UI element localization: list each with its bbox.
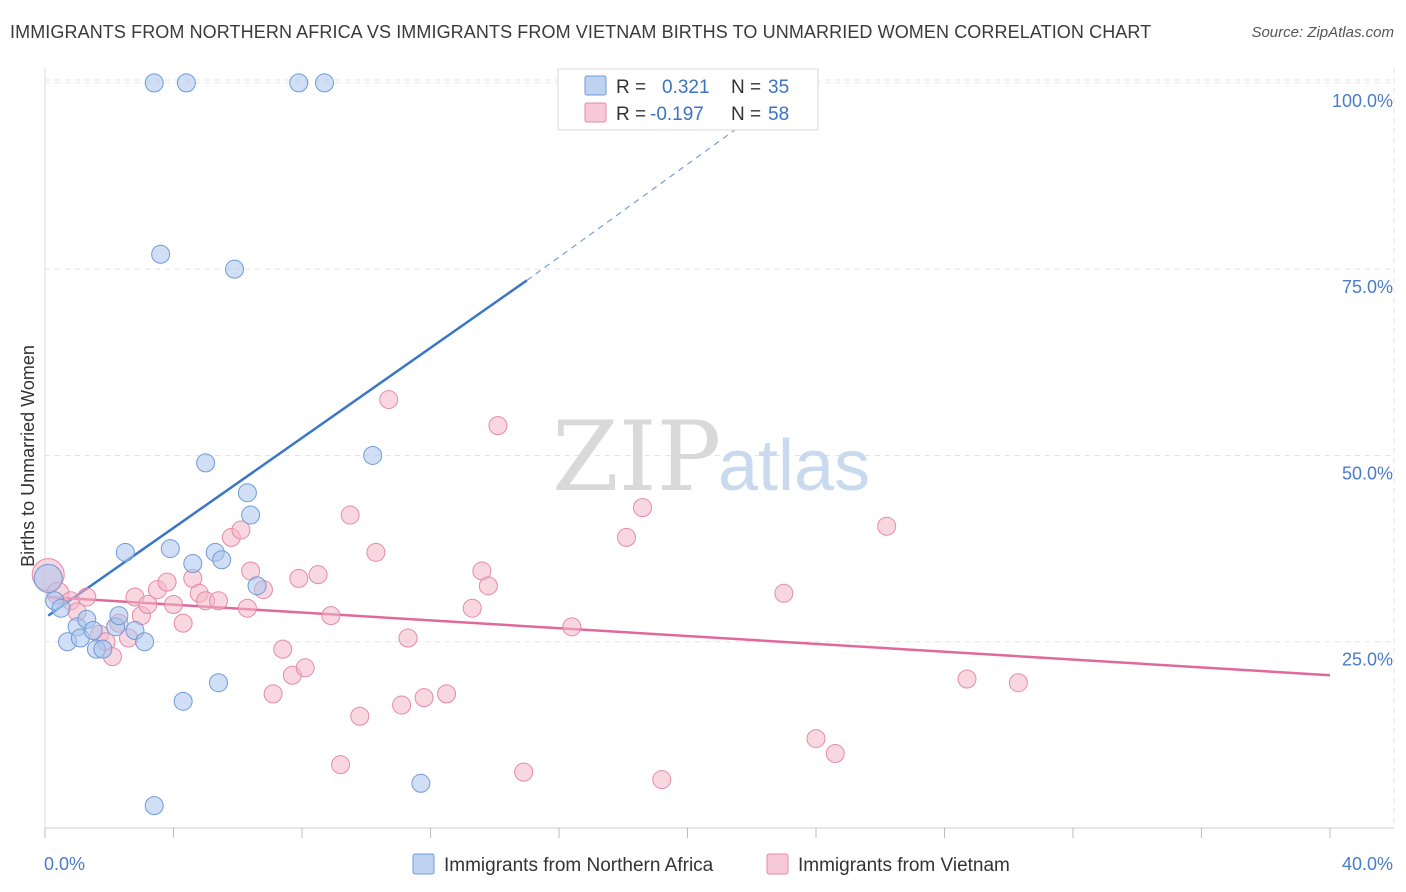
point-vietnam: [633, 498, 653, 518]
trend-line-northern-africa: [47, 279, 528, 617]
y-tick-labels: 25.0% 50.0% 75.0% 100.0%: [1332, 91, 1393, 670]
point-vietnam: [231, 520, 251, 540]
point-vietnam: [157, 572, 177, 592]
stats-n-label: N =: [731, 104, 761, 125]
point-northern-africa: [183, 553, 203, 573]
point-northern-africa: [314, 73, 334, 93]
point-vietnam: [877, 516, 897, 536]
point-vietnam: [806, 729, 826, 749]
point-northern-africa: [289, 73, 309, 93]
point-vietnam: [437, 684, 457, 704]
point-vietnam: [1008, 673, 1028, 693]
point-vietnam: [825, 743, 845, 763]
point-northern-africa: [93, 639, 113, 659]
point-northern-africa: [33, 563, 63, 593]
point-vietnam: [562, 617, 582, 637]
y-axis-title: Births to Unmarried Women: [18, 345, 38, 567]
point-vietnam: [366, 542, 386, 562]
point-vietnam: [398, 628, 418, 648]
stats-n-label: N =: [731, 77, 761, 98]
point-vietnam: [295, 658, 315, 678]
point-vietnam: [957, 669, 977, 689]
stats-legend: R = 0.321 N = 35 R = -0.197 N = 58: [557, 68, 819, 131]
point-vietnam: [340, 505, 360, 525]
point-vietnam: [263, 684, 283, 704]
stats-n-value: 58: [768, 104, 789, 125]
point-vietnam: [478, 576, 498, 596]
point-northern-africa: [144, 796, 164, 816]
point-vietnam: [208, 591, 228, 611]
point-vietnam: [237, 598, 257, 618]
legend-swatch-northern-africa: [412, 853, 435, 875]
point-vietnam: [321, 606, 341, 626]
point-vietnam: [138, 594, 158, 614]
y-tick-label: 50.0%: [1342, 463, 1393, 483]
point-northern-africa: [212, 550, 232, 570]
point-vietnam: [173, 613, 193, 633]
point-northern-africa: [208, 673, 228, 693]
axes: [44, 68, 1394, 838]
series-legend: Immigrants from Northern Africa Immigran…: [412, 853, 1010, 876]
point-vietnam: [77, 587, 97, 607]
stats-swatch-northern-africa: [584, 75, 607, 96]
point-vietnam: [273, 639, 293, 659]
point-northern-africa: [160, 539, 180, 559]
point-northern-africa: [241, 505, 261, 525]
stats-r-value: -0.197: [650, 104, 704, 125]
point-vietnam: [392, 695, 412, 715]
stats-r-value: 0.321: [662, 77, 710, 98]
point-vietnam: [331, 755, 351, 775]
trend-lines: [47, 82, 1331, 677]
stats-r-label: R =: [616, 77, 646, 98]
watermark-zip: ZIP: [552, 401, 721, 513]
point-northern-africa: [51, 598, 71, 618]
point-northern-africa: [247, 576, 267, 596]
point-vietnam: [289, 568, 309, 588]
point-northern-africa: [109, 606, 129, 626]
stats-swatch-vietnam: [584, 102, 607, 123]
chart-title: IMMIGRANTS FROM NORTHERN AFRICA VS IMMIG…: [10, 22, 1152, 42]
x-tick-label-max: 40.0%: [1342, 854, 1393, 874]
x-tick-labels: 0.0% 40.0%: [44, 854, 1393, 874]
point-vietnam: [462, 598, 482, 618]
point-vietnam: [616, 527, 636, 547]
point-northern-africa: [83, 621, 103, 641]
point-northern-africa: [151, 244, 171, 264]
point-vietnam: [774, 583, 794, 603]
point-northern-africa: [196, 453, 216, 473]
legend-label-vietnam: Immigrants from Vietnam: [798, 855, 1010, 876]
point-northern-africa: [363, 445, 383, 465]
stats-r-label: R =: [616, 104, 646, 125]
point-vietnam: [514, 762, 534, 782]
point-vietnam: [652, 770, 672, 790]
y-tick-label: 75.0%: [1342, 277, 1393, 297]
point-northern-africa: [135, 632, 155, 652]
data-points: [31, 73, 1028, 816]
point-northern-africa: [115, 542, 135, 562]
point-northern-africa: [411, 773, 431, 793]
point-northern-africa: [225, 259, 245, 279]
point-vietnam: [350, 706, 370, 726]
trend-line-vietnam: [48, 595, 1331, 677]
point-vietnam: [414, 688, 434, 708]
legend-swatch-vietnam: [766, 853, 789, 875]
y-tick-label: 100.0%: [1332, 91, 1393, 111]
watermark-atlas: atlas: [718, 426, 870, 506]
point-northern-africa: [237, 483, 257, 503]
x-tick-label-min: 0.0%: [44, 854, 85, 874]
point-vietnam: [308, 565, 328, 585]
stats-n-value: 35: [768, 77, 789, 98]
gridlines: [45, 68, 1395, 828]
watermark: ZIP atlas: [552, 401, 870, 513]
legend-label-northern-africa: Immigrants from Northern Africa: [444, 855, 714, 876]
point-vietnam: [164, 594, 183, 614]
point-vietnam: [488, 416, 508, 436]
y-tick-label: 25.0%: [1342, 650, 1393, 670]
point-northern-africa: [144, 73, 164, 93]
point-northern-africa: [173, 691, 193, 711]
source-credit: Source: ZipAtlas.com: [1251, 24, 1394, 41]
point-northern-africa: [176, 73, 196, 93]
point-vietnam: [379, 390, 399, 410]
